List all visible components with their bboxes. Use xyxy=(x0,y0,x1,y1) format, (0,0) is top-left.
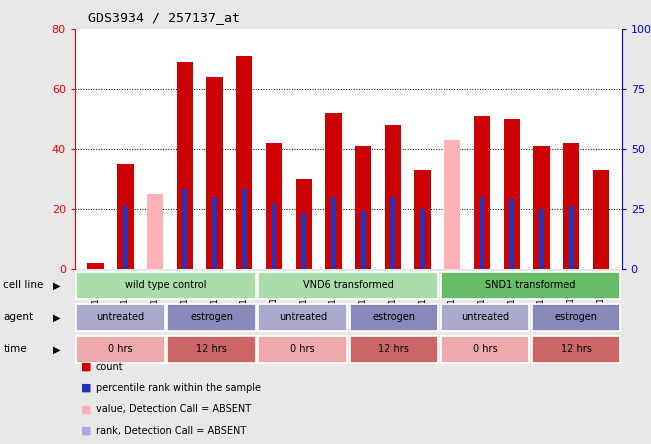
Bar xyxy=(391,197,395,269)
Text: ▶: ▶ xyxy=(53,281,61,290)
Bar xyxy=(441,304,529,331)
Bar xyxy=(532,304,620,331)
Bar xyxy=(569,206,574,269)
Text: agent: agent xyxy=(3,313,33,322)
Bar xyxy=(480,197,484,269)
Text: SND1 transformed: SND1 transformed xyxy=(486,281,575,290)
Bar xyxy=(182,190,187,269)
Bar xyxy=(441,272,620,299)
Text: 12 hrs: 12 hrs xyxy=(196,345,227,354)
Bar xyxy=(258,304,347,331)
Bar xyxy=(258,336,347,363)
Bar xyxy=(533,146,549,269)
Bar xyxy=(539,209,544,269)
Bar xyxy=(509,199,514,269)
Bar xyxy=(420,209,425,269)
Text: ▶: ▶ xyxy=(53,313,61,322)
Text: ■: ■ xyxy=(81,383,92,393)
Bar xyxy=(117,164,133,269)
Bar xyxy=(242,190,247,269)
Text: percentile rank within the sample: percentile rank within the sample xyxy=(96,383,260,393)
Bar xyxy=(592,170,609,269)
Bar xyxy=(206,77,223,269)
Bar xyxy=(350,304,438,331)
Text: cell line: cell line xyxy=(3,281,44,290)
Text: ▶: ▶ xyxy=(53,345,61,354)
Text: untreated: untreated xyxy=(279,313,327,322)
Bar xyxy=(87,263,104,269)
Bar xyxy=(415,170,431,269)
Bar xyxy=(123,206,128,269)
Bar xyxy=(563,143,579,269)
Text: ■: ■ xyxy=(81,404,92,414)
Text: time: time xyxy=(3,345,27,354)
Bar xyxy=(271,204,277,269)
Text: GDS3934 / 257137_at: GDS3934 / 257137_at xyxy=(88,11,240,24)
Bar xyxy=(474,116,490,269)
Text: 12 hrs: 12 hrs xyxy=(378,345,409,354)
Bar xyxy=(441,336,529,363)
Text: rank, Detection Call = ABSENT: rank, Detection Call = ABSENT xyxy=(96,426,246,436)
Text: 0 hrs: 0 hrs xyxy=(290,345,315,354)
Text: estrogen: estrogen xyxy=(372,313,415,322)
Text: estrogen: estrogen xyxy=(555,313,598,322)
Text: ■: ■ xyxy=(81,362,92,372)
Text: estrogen: estrogen xyxy=(190,313,233,322)
Bar xyxy=(236,56,253,269)
Bar xyxy=(444,140,460,269)
Text: untreated: untreated xyxy=(96,313,145,322)
Bar xyxy=(504,119,520,269)
Bar xyxy=(212,197,217,269)
Bar xyxy=(147,194,163,269)
Bar xyxy=(331,197,336,269)
Bar xyxy=(167,336,256,363)
Text: VND6 transformed: VND6 transformed xyxy=(303,281,394,290)
Bar xyxy=(355,146,371,269)
Bar xyxy=(176,62,193,269)
Bar xyxy=(76,272,256,299)
Text: 0 hrs: 0 hrs xyxy=(108,345,133,354)
Text: wild type control: wild type control xyxy=(125,281,207,290)
Text: 0 hrs: 0 hrs xyxy=(473,345,497,354)
Bar xyxy=(258,272,438,299)
Text: ■: ■ xyxy=(81,426,92,436)
Bar xyxy=(385,125,401,269)
Bar xyxy=(296,178,312,269)
Bar xyxy=(350,336,438,363)
Bar xyxy=(326,113,342,269)
Bar xyxy=(266,143,282,269)
Bar xyxy=(361,211,366,269)
Bar xyxy=(76,336,165,363)
Text: 12 hrs: 12 hrs xyxy=(561,345,592,354)
Text: count: count xyxy=(96,362,123,372)
Bar xyxy=(76,304,165,331)
Text: value, Detection Call = ABSENT: value, Detection Call = ABSENT xyxy=(96,404,251,414)
Bar xyxy=(301,214,306,269)
Bar xyxy=(167,304,256,331)
Text: untreated: untreated xyxy=(461,313,509,322)
Bar xyxy=(532,336,620,363)
